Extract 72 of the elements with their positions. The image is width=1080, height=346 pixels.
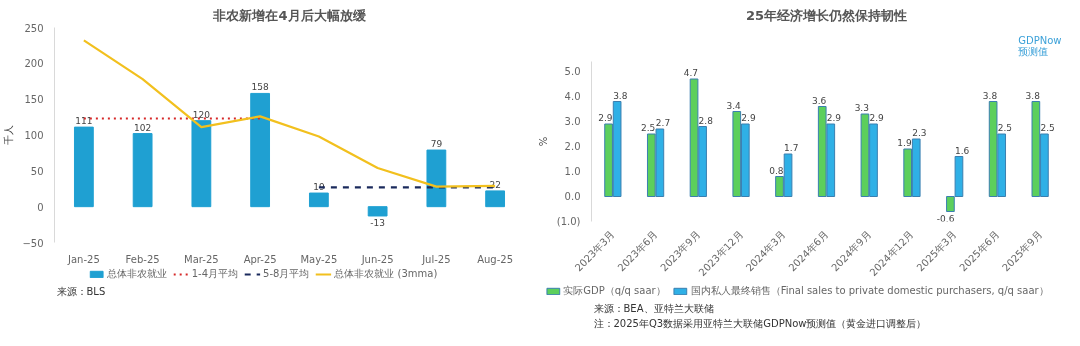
data-label: 102 <box>134 122 152 133</box>
data-label: 3.4 <box>726 100 742 111</box>
source-note: 来源：BLS <box>56 285 106 297</box>
data-label: 2.8 <box>698 115 714 126</box>
x-tick-label: Aug-25 <box>477 253 514 265</box>
data-label: 1.9 <box>897 138 912 148</box>
data-label: 1.7 <box>784 143 799 153</box>
y-tick-label: 3.0 <box>564 116 581 127</box>
source-note: 来源：BEA、亚特兰大联储 <box>593 302 714 314</box>
y-axis-title: % <box>537 136 549 147</box>
data-label: 4.7 <box>683 68 699 78</box>
legend-label: 总体非农就业 <box>106 267 167 281</box>
text: 注：2025年Q3数据采用亚特兰大联储GDPNow预测值（黄金进口调整后） <box>593 317 927 329</box>
data-label: 2.5 <box>641 123 656 133</box>
data-label: 111 <box>75 116 93 127</box>
data-label: 1.6 <box>954 145 970 156</box>
x-tick-label: Mar-25 <box>184 253 219 265</box>
data-label: 2.5 <box>997 123 1013 133</box>
data-label: 3.8 <box>1025 90 1041 101</box>
bar <box>73 126 94 208</box>
x-tick-label: Feb-25 <box>125 253 160 265</box>
x-tick-label: Jan-25 <box>67 253 100 265</box>
data-label: 120 <box>192 109 211 120</box>
data-label: 0.8 <box>769 165 784 176</box>
data-label: 3.8 <box>613 90 628 101</box>
y-tick-label: 4.0 <box>564 91 581 102</box>
text: GDPNow 预测值 <box>1018 34 1062 57</box>
x-tick-label: May-25 <box>300 253 338 265</box>
legend-label: 国内私人最终销售（Final sales to private domestic purchasers, q/q saar） <box>690 284 1049 298</box>
bar <box>132 133 153 208</box>
bar <box>367 206 388 217</box>
data-label: 2.9 <box>741 113 756 123</box>
data-label: 3.8 <box>982 90 998 101</box>
data-label: 3.6 <box>811 95 827 106</box>
data-label: 2.7 <box>655 118 671 128</box>
y-tick-label: 250 <box>24 22 44 34</box>
y-tick-label: 0.0 <box>564 191 581 202</box>
x-tick-label: Jun-25 <box>360 253 394 265</box>
legend-label: 总体非农就业 (3mma) <box>334 267 438 281</box>
bar <box>308 192 329 208</box>
bar <box>485 190 506 208</box>
y-tick-label: 150 <box>24 94 44 106</box>
data-label: 3.3 <box>854 103 869 113</box>
data-label: 2.9 <box>869 113 885 123</box>
data-label: 2.5 <box>1040 123 1055 133</box>
y-tick-label: −50 <box>22 237 44 249</box>
bar <box>426 149 447 208</box>
legend-label: 5-8月平均 <box>263 267 310 281</box>
y-tick-label: 2.0 <box>564 141 581 152</box>
data-label: 2.9 <box>826 113 842 123</box>
data-label: 158 <box>251 82 269 93</box>
y-tick-label: (1.0) <box>556 216 581 227</box>
data-label: -0.6 <box>936 213 955 224</box>
y-tick-label: 5.0 <box>564 66 581 77</box>
data-label: 2.3 <box>912 128 927 138</box>
x-tick-label: Jul-25 <box>421 253 451 265</box>
data-label: 79 <box>430 139 443 150</box>
y-tick-label: 200 <box>24 58 44 70</box>
chart-title: 非农新增在4月后大幅放缓 <box>212 7 367 23</box>
bar <box>191 120 212 208</box>
bar <box>250 92 271 208</box>
chart-title: 25年经济增长仍然保持韧性 <box>745 7 908 23</box>
y-tick-label: 50 <box>30 165 44 177</box>
y-axis-title: 千人 <box>3 125 15 145</box>
legend-label: 1-4月平均 <box>191 267 239 281</box>
y-tick-label: 1.0 <box>564 166 581 177</box>
y-tick-label: 0 <box>37 201 44 213</box>
data-label: 2.9 <box>598 113 613 123</box>
x-tick-label: Apr-25 <box>243 253 277 265</box>
data-label: -13 <box>370 217 385 228</box>
legend-label: 实际GDP（q/q saar） <box>563 284 666 298</box>
y-tick-label: 100 <box>24 130 44 141</box>
